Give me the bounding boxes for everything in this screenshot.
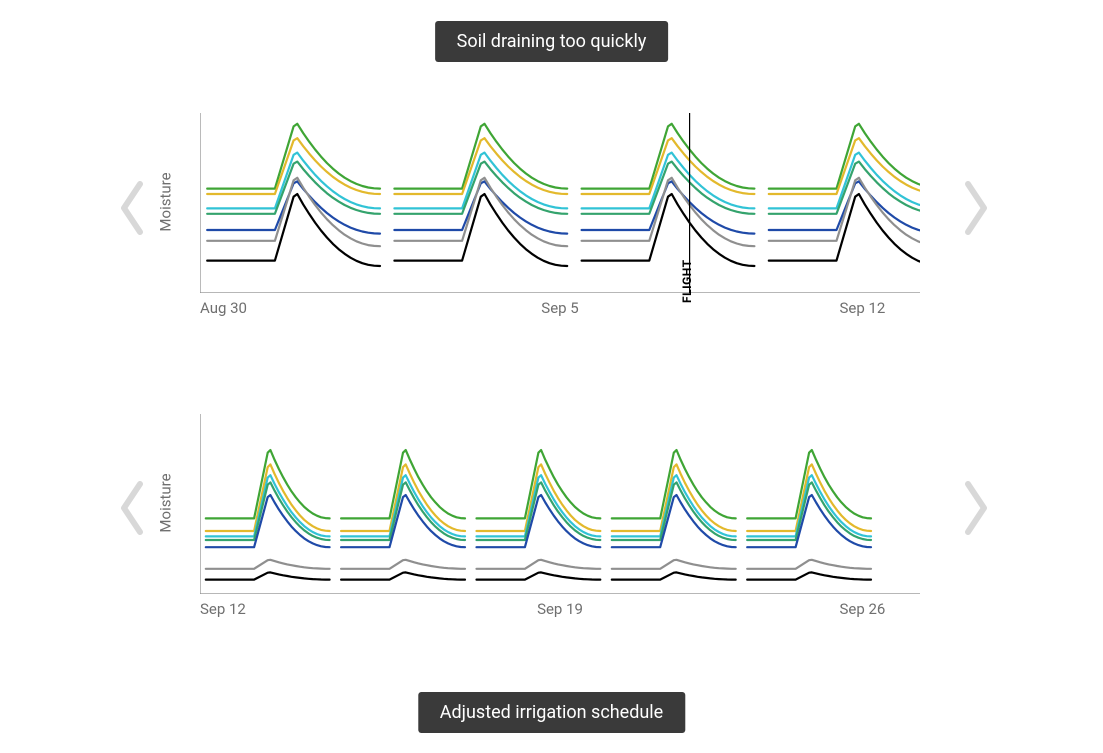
nav-next-top[interactable] (956, 178, 996, 238)
label-bottom: Adjusted irrigation schedule (418, 692, 685, 733)
xtick-label: Sep 5 (541, 299, 578, 317)
chart-top-svg (200, 113, 920, 293)
ylabel-top: Moisture (157, 172, 175, 231)
ylabel-bottom: Moisture (157, 473, 175, 532)
nav-prev-top[interactable] (112, 178, 152, 238)
xtick-label: Aug 30 (200, 299, 247, 317)
xtick-label: Sep 12 (200, 600, 246, 618)
xtick-label: Sep 12 (839, 299, 885, 317)
moisture-chart-top: Moisture FLIGHTAug 30Sep 5Sep 12 (200, 113, 920, 293)
nav-next-bottom[interactable] (956, 478, 996, 538)
moisture-chart-bottom: Moisture Sep 12Sep 19Sep 26 (200, 414, 920, 594)
nav-prev-bottom[interactable] (112, 478, 152, 538)
flight-marker-label: FLIGHT (680, 259, 694, 303)
xtick-label: Sep 26 (839, 600, 885, 618)
chart-bottom-svg (200, 414, 920, 594)
label-top: Soil draining too quickly (435, 21, 669, 62)
xtick-label: Sep 19 (537, 600, 583, 618)
